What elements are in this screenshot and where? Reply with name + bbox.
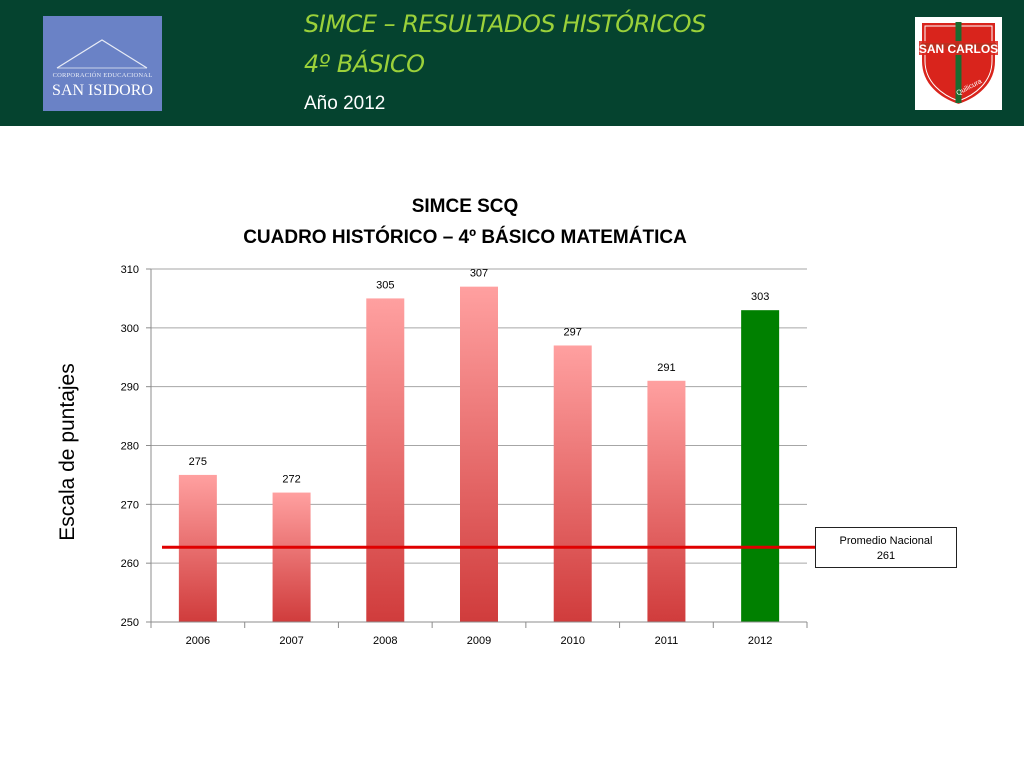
year-label: Año 2012 — [304, 93, 386, 114]
bar — [460, 286, 498, 622]
x-tick-label: 2006 — [186, 635, 210, 647]
y-tick-label: 300 — [121, 323, 139, 335]
x-tick-label: 2008 — [373, 635, 397, 647]
bar — [741, 310, 780, 622]
logo-name-text: SAN ISIDORO — [52, 82, 153, 99]
data-label: 297 — [564, 326, 582, 338]
y-tick-label: 280 — [121, 441, 139, 453]
x-tick-label: 2010 — [560, 635, 584, 647]
logo-right-name: SAN CARLOS — [919, 42, 998, 56]
x-tick-label: 2011 — [655, 635, 679, 647]
page-subtitle: 4º BÁSICO — [304, 50, 425, 78]
logo-corp-text: CORPORACIÓN EDUCACIONAL — [52, 72, 153, 79]
data-label: 305 — [376, 279, 394, 291]
data-label: 275 — [189, 456, 207, 468]
data-label: 307 — [470, 268, 488, 280]
y-tick-label: 310 — [121, 264, 139, 276]
reference-legend-label: Promedio Nacional — [839, 535, 933, 547]
reference-legend: Promedio Nacional 261 — [815, 527, 957, 568]
chart-subtitle: CUADRO HISTÓRICO – 4º BÁSICO MATEMÁTICA — [243, 227, 687, 248]
data-label: 272 — [282, 474, 300, 486]
bar — [647, 380, 686, 622]
bar — [366, 298, 405, 622]
header-bar: CORPORACIÓN EDUCACIONAL SAN ISIDORO SIMC… — [0, 0, 1024, 126]
page-title: SIMCE – RESULTADOS HISTÓRICOS — [304, 10, 706, 38]
x-tick-label: 2007 — [279, 635, 303, 647]
san-carlos-logo: SAN CARLOS Quilicura — [915, 17, 1002, 110]
y-tick-label: 290 — [121, 382, 139, 394]
bar — [553, 345, 592, 622]
y-tick-label: 260 — [121, 558, 139, 570]
y-tick-label: 270 — [121, 499, 139, 511]
y-tick-label: 250 — [121, 617, 139, 629]
x-tick-label: 2009 — [467, 635, 491, 647]
san-isidoro-logo: CORPORACIÓN EDUCACIONAL SAN ISIDORO — [43, 16, 162, 111]
data-label: 303 — [751, 291, 769, 303]
x-tick-label: 2012 — [748, 635, 772, 647]
reference-legend-value: 261 — [876, 550, 896, 562]
chart-title: SIMCE SCQ — [411, 196, 519, 217]
bar — [272, 492, 311, 622]
san-carlos-shield-icon: SAN CARLOS Quilicura — [919, 21, 998, 107]
data-label: 291 — [657, 362, 675, 374]
roof-icon — [56, 39, 148, 69]
